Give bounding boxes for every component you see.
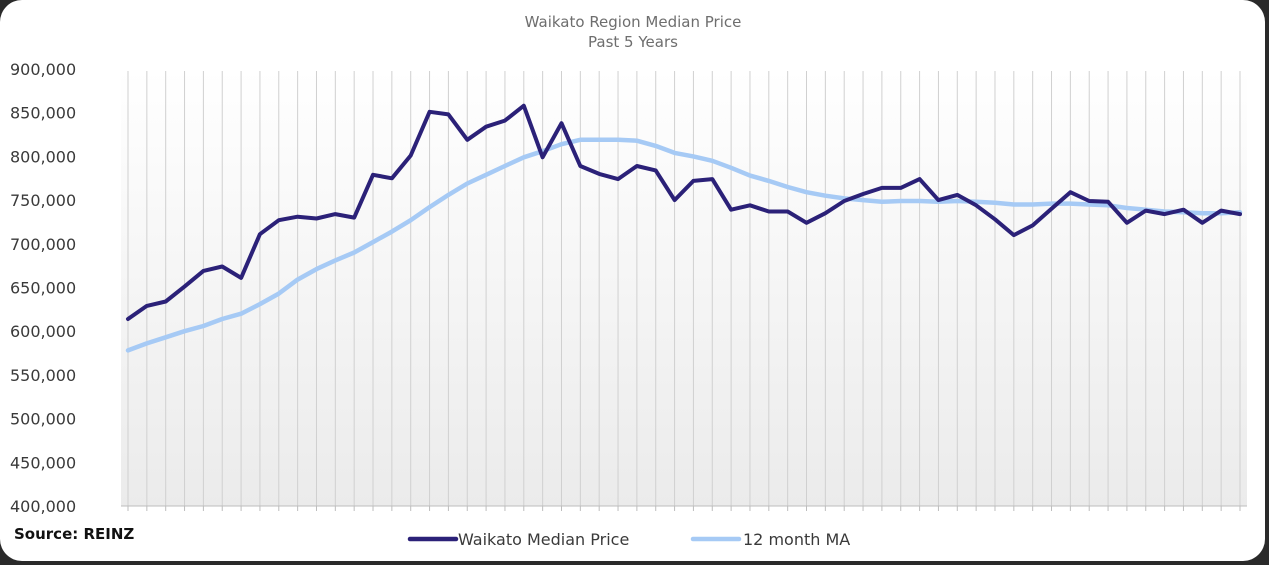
chart-title: Waikato Region Median Price: [525, 13, 742, 31]
legend-label-1: 12 month MA: [743, 530, 850, 549]
series-line-0: [126, 103, 1242, 321]
y-tick-label-4: 700,000: [10, 235, 76, 254]
y-tick-label-0: 900,000: [10, 60, 76, 79]
legend-label-0: Waikato Median Price: [458, 530, 629, 549]
y-tick-label-6: 600,000: [10, 322, 76, 341]
y-tick-label-7: 550,000: [10, 366, 76, 385]
series-lines: [125, 103, 1243, 353]
gridlines: [121, 71, 1247, 511]
y-tick-label-2: 800,000: [10, 147, 76, 166]
source-note: Source: REINZ: [14, 525, 135, 543]
y-tick-label-9: 450,000: [10, 453, 76, 472]
y-axis: 900,000 850,000 800,000 750,000 700,000 650,0…: [10, 60, 76, 516]
legend: Waikato Median Price 12 month MA: [407, 530, 850, 549]
y-tick-label-5: 650,000: [10, 279, 76, 298]
y-tick-label-1: 850,000: [10, 104, 76, 123]
plot-area: [121, 69, 1247, 506]
chart-subtitle: Past 5 Years: [588, 33, 678, 51]
y-tick-label-10: 400,000: [10, 497, 76, 516]
y-tick-label-3: 750,000: [10, 191, 76, 210]
y-tick-label-8: 500,000: [10, 410, 76, 429]
